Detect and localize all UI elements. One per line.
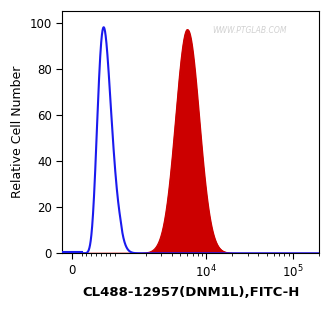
Text: WWW.PTGLAB.COM: WWW.PTGLAB.COM (213, 26, 287, 35)
X-axis label: CL488-12957(DNM1L),FITC-H: CL488-12957(DNM1L),FITC-H (82, 286, 299, 299)
Y-axis label: Relative Cell Number: Relative Cell Number (11, 66, 24, 198)
